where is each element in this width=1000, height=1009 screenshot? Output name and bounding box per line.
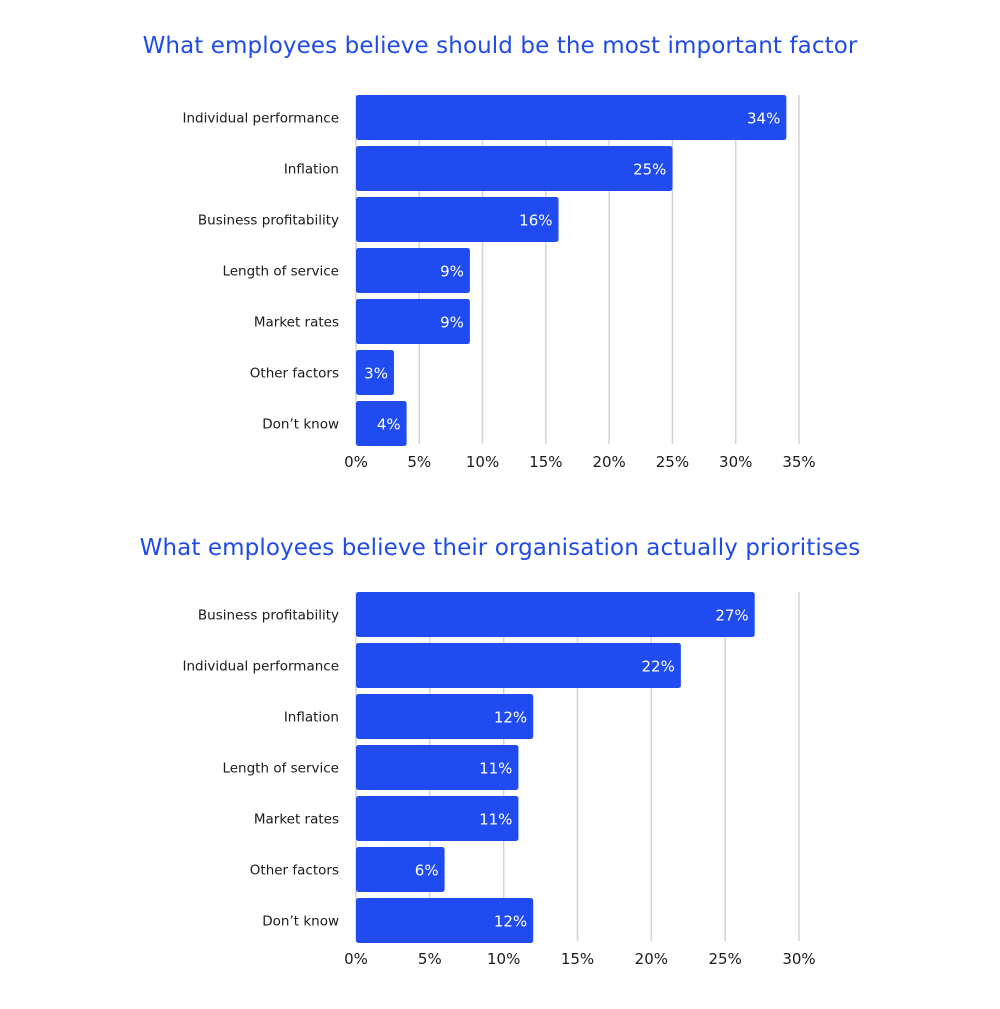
value-label: 3% bbox=[364, 365, 388, 383]
category-label: Inflation bbox=[284, 162, 339, 178]
category-label: Business profitability bbox=[198, 213, 339, 229]
bar bbox=[356, 643, 681, 688]
bar bbox=[356, 248, 470, 293]
value-label: 12% bbox=[494, 913, 527, 931]
bar bbox=[356, 694, 534, 739]
category-label: Inflation bbox=[284, 710, 339, 726]
chart-title-should-be: What employees believe should be the mos… bbox=[142, 33, 858, 59]
bar bbox=[356, 350, 394, 395]
value-label: 11% bbox=[479, 760, 512, 778]
bar bbox=[356, 299, 470, 344]
x-tick-label: 10% bbox=[466, 453, 499, 471]
value-label: 22% bbox=[642, 658, 675, 676]
value-label: 9% bbox=[440, 263, 464, 281]
category-label: Length of service bbox=[222, 264, 339, 280]
bar bbox=[356, 146, 673, 191]
x-tick-label: 15% bbox=[561, 950, 594, 968]
bar-chart-should-be: Individual performance 34% Inflation 25% Bus… bbox=[183, 95, 816, 471]
bar bbox=[356, 197, 559, 242]
category-label: Business profitability bbox=[198, 608, 339, 624]
bar bbox=[356, 592, 755, 637]
value-label: 27% bbox=[715, 607, 748, 625]
bar bbox=[356, 898, 534, 943]
x-tick-label: 25% bbox=[656, 453, 689, 471]
x-tick-label: 0% bbox=[344, 453, 368, 471]
category-label: Don’t know bbox=[262, 914, 339, 930]
category-label: Length of service bbox=[222, 761, 339, 777]
value-label: 11% bbox=[479, 811, 512, 829]
value-label: 25% bbox=[633, 161, 666, 179]
x-tick-label: 10% bbox=[487, 950, 520, 968]
value-label: 9% bbox=[440, 314, 464, 332]
x-tick-label: 35% bbox=[782, 453, 815, 471]
bar bbox=[356, 847, 445, 892]
x-tick-label: 15% bbox=[529, 453, 562, 471]
bar bbox=[356, 745, 519, 790]
value-label: 16% bbox=[519, 212, 552, 230]
bar bbox=[356, 796, 519, 841]
bar bbox=[356, 95, 787, 140]
category-label: Individual performance bbox=[183, 659, 340, 675]
value-label: 6% bbox=[415, 862, 439, 880]
x-tick-label: 30% bbox=[719, 453, 752, 471]
x-tick-label: 5% bbox=[407, 453, 431, 471]
x-tick-label: 5% bbox=[418, 950, 442, 968]
value-label: 34% bbox=[747, 110, 780, 128]
x-tick-label: 20% bbox=[592, 453, 625, 471]
chart-title-actually-prioritises: What employees believe their organisatio… bbox=[139, 535, 861, 561]
x-tick-label: 25% bbox=[708, 950, 741, 968]
value-label: 12% bbox=[494, 709, 527, 727]
bar-chart-actually-prioritises: Business profitability 27% Individual perf… bbox=[183, 592, 816, 968]
bar bbox=[356, 401, 407, 446]
category-label: Market rates bbox=[254, 812, 339, 828]
x-tick-label: 0% bbox=[344, 950, 368, 968]
x-tick-label: 20% bbox=[635, 950, 668, 968]
x-tick-label: 30% bbox=[782, 950, 815, 968]
category-label: Don’t know bbox=[262, 417, 339, 433]
category-label: Other factors bbox=[250, 863, 339, 879]
category-label: Individual performance bbox=[183, 111, 340, 127]
category-label: Other factors bbox=[250, 366, 339, 382]
category-label: Market rates bbox=[254, 315, 339, 331]
value-label: 4% bbox=[377, 416, 401, 434]
